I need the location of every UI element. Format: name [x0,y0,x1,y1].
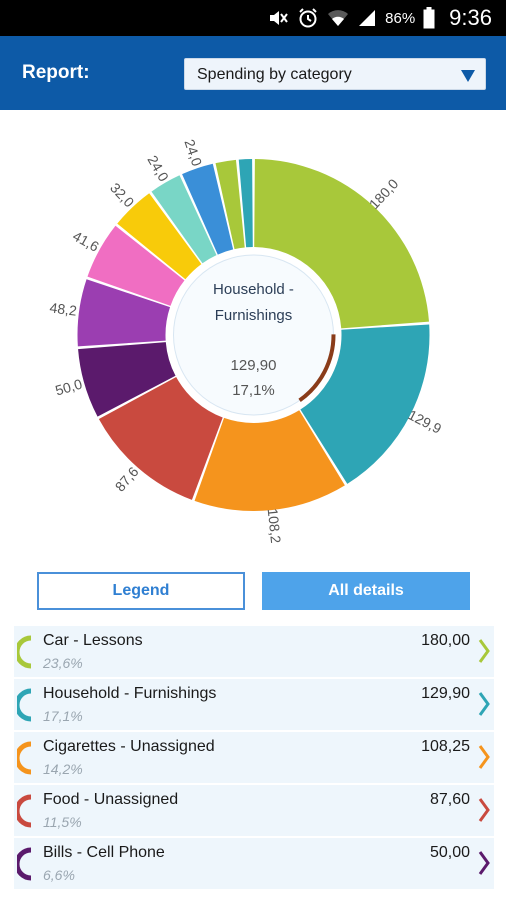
slice-label: 129,9 [406,406,445,436]
slice-label: 32,0 [107,180,138,211]
chart-slice[interactable] [98,377,223,500]
all-details-button[interactable]: All details [262,572,470,610]
center-value: 129,90 [231,357,277,374]
wifi-icon [327,8,349,28]
list-item[interactable]: Food - Unassigned 11,5% 87,60 [14,785,494,836]
item-name: Car - Lessons [43,632,143,649]
chart-slice[interactable] [182,163,234,255]
list-item[interactable]: Household - Furnishings 17,1% 129,90 [14,679,494,730]
category-color-icon [14,794,33,833]
category-color-icon [14,847,33,886]
chevron-right-icon[interactable] [478,691,490,722]
center-percent: 17,1% [232,382,275,399]
chart-slice[interactable] [87,225,185,306]
center-title-line2: Furnishings [215,307,293,324]
chart-slice[interactable] [300,324,430,484]
item-percent: 6,6% [43,867,75,883]
battery-percent: 86% [385,9,416,27]
selected-slice-indicator [298,334,336,403]
chart-slices[interactable] [77,159,430,511]
slice-label: 41,6 [70,228,102,255]
item-amount: 87,60 [429,791,470,808]
chart-slice[interactable] [254,159,429,329]
mute-icon [267,8,289,28]
report-select-value: Spending by category [197,66,352,83]
chevron-right-icon[interactable] [478,797,490,828]
slice-label: 48,2 [49,299,78,318]
chart-slice[interactable] [78,342,176,417]
report-label: Report: [22,62,90,83]
alarm-icon [297,7,319,29]
chevron-right-icon[interactable] [478,744,490,775]
item-amount: 129,90 [421,685,470,702]
item-name: Bills - Cell Phone [43,844,165,861]
category-color-icon [14,635,33,674]
item-percent: 11,5% [43,814,82,830]
item-name: Food - Unassigned [43,791,179,808]
signal-icon [357,8,377,28]
chart-slice[interactable] [215,159,245,250]
center-title-line1: Household - [213,281,294,298]
legend-button[interactable]: Legend [37,572,245,610]
list-item[interactable]: Cigarettes - Unassigned 14,2% 108,25 [14,732,494,783]
chart-slice[interactable] [238,159,253,248]
slice-label: 24,0 [144,153,172,185]
item-amount: 180,00 [421,632,470,649]
item-percent: 23,6% [43,655,83,671]
slice-label: 50,0 [53,376,84,399]
item-name: Cigarettes - Unassigned [43,738,215,755]
item-percent: 14,2% [43,761,83,777]
item-percent: 17,1% [43,708,83,724]
status-bar: 86% 9:36 [0,0,506,36]
chart-slice[interactable] [194,410,345,511]
chart-slice[interactable] [151,175,217,264]
category-color-icon [14,688,33,727]
chevron-right-icon[interactable] [478,638,490,669]
report-select[interactable]: Spending by category [184,58,486,90]
slice-label: 87,6 [112,463,142,494]
clock: 9:36 [449,5,492,30]
list-item[interactable]: Bills - Cell Phone 6,6% 50,00 [14,838,494,889]
chart-slice[interactable] [117,193,202,280]
report-header: Report: Spending by category [0,36,506,110]
slice-label: 108,2 [265,508,285,545]
item-amount: 50,00 [429,844,470,861]
dropdown-arrow-icon [461,69,475,87]
chart-slice[interactable] [77,279,171,347]
category-list: Car - Lessons 23,6% 180,00 Household - F… [14,626,494,891]
item-name: Household - Furnishings [43,685,217,702]
list-item[interactable]: Car - Lessons 23,6% 180,00 [14,626,494,677]
slice-label: 180,0 [366,175,402,212]
slice-label: 24,0 [181,137,205,168]
category-color-icon [14,741,33,780]
item-amount: 108,25 [421,738,470,755]
battery-icon [423,7,435,29]
chevron-right-icon[interactable] [478,850,490,881]
